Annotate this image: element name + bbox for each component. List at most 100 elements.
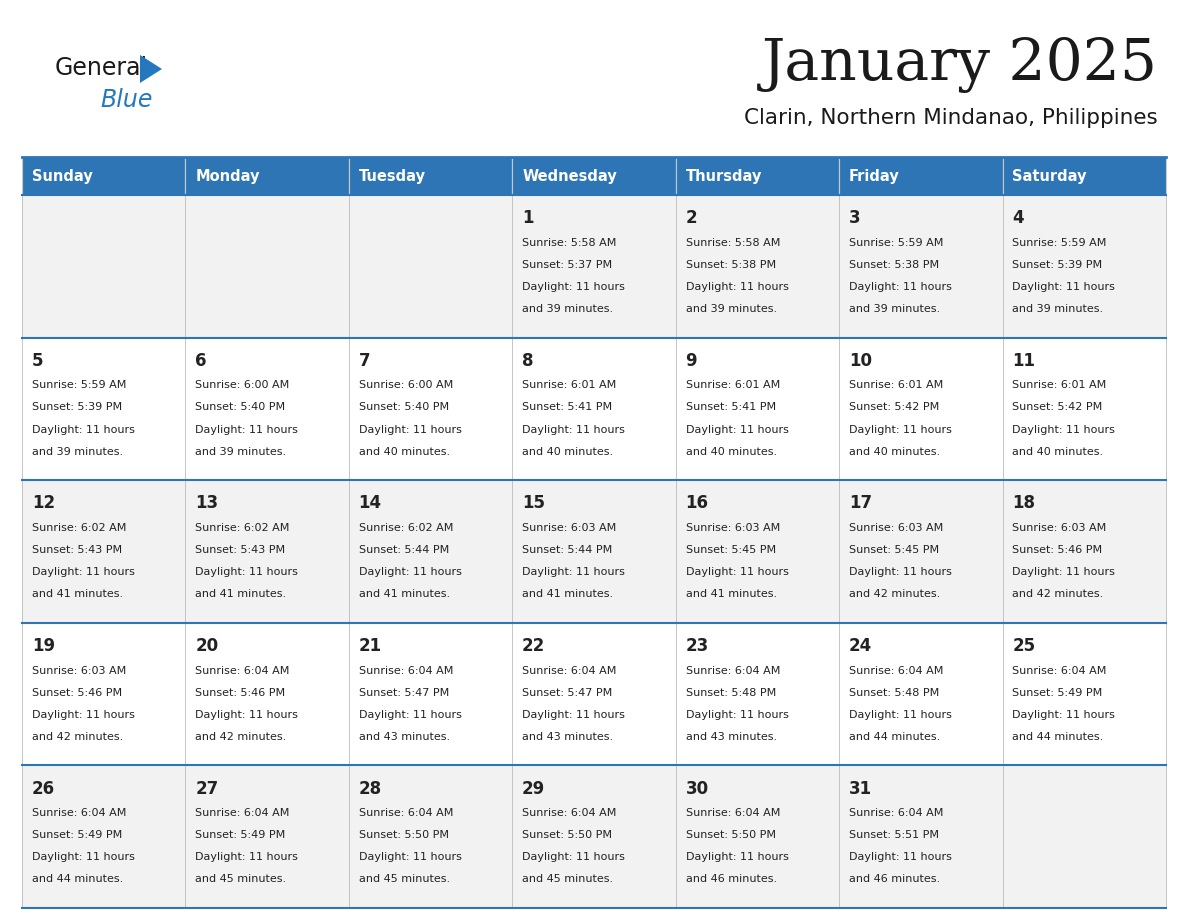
Text: and 46 minutes.: and 46 minutes. [849, 875, 940, 884]
Bar [1003, 480, 1165, 622]
Text: 24: 24 [849, 637, 872, 655]
Text: Sunrise: 6:04 AM: Sunrise: 6:04 AM [522, 808, 617, 818]
Text: Daylight: 11 hours: Daylight: 11 hours [522, 282, 625, 292]
Text: 29: 29 [522, 779, 545, 798]
Text: Daylight: 11 hours: Daylight: 11 hours [522, 425, 625, 434]
Text: Daylight: 11 hours: Daylight: 11 hours [685, 567, 789, 577]
Text: Daylight: 11 hours: Daylight: 11 hours [522, 567, 625, 577]
Text: 11: 11 [1012, 352, 1036, 370]
Text: 27: 27 [195, 779, 219, 798]
Text: Daylight: 11 hours: Daylight: 11 hours [849, 710, 952, 720]
Text: 14: 14 [359, 495, 381, 512]
Text: Daylight: 11 hours: Daylight: 11 hours [685, 282, 789, 292]
Text: Sunset: 5:37 PM: Sunset: 5:37 PM [522, 260, 612, 270]
Text: 10: 10 [849, 352, 872, 370]
Text: Daylight: 11 hours: Daylight: 11 hours [1012, 282, 1116, 292]
Text: 9: 9 [685, 352, 697, 370]
Text: Sunrise: 6:04 AM: Sunrise: 6:04 AM [522, 666, 617, 676]
Text: 4: 4 [1012, 209, 1024, 228]
Text: and 41 minutes.: and 41 minutes. [195, 589, 286, 599]
Text: Daylight: 11 hours: Daylight: 11 hours [359, 710, 461, 720]
Polygon shape [140, 55, 162, 83]
Text: Sunset: 5:44 PM: Sunset: 5:44 PM [522, 545, 612, 555]
Text: Sunrise: 6:00 AM: Sunrise: 6:00 AM [359, 380, 453, 390]
Text: and 39 minutes.: and 39 minutes. [32, 447, 122, 456]
Text: 28: 28 [359, 779, 381, 798]
Text: Sunset: 5:46 PM: Sunset: 5:46 PM [1012, 545, 1102, 555]
Text: Sunset: 5:50 PM: Sunset: 5:50 PM [359, 830, 449, 840]
Text: Blue: Blue [100, 88, 152, 112]
Bar [23, 766, 185, 908]
Bar [839, 766, 1003, 908]
Text: and 42 minutes.: and 42 minutes. [1012, 589, 1104, 599]
Text: Daylight: 11 hours: Daylight: 11 hours [195, 710, 298, 720]
Bar [839, 480, 1003, 622]
Bar [185, 766, 349, 908]
Text: and 44 minutes.: and 44 minutes. [849, 732, 940, 742]
Bar [839, 157, 1003, 195]
Bar [512, 338, 676, 480]
Text: 16: 16 [685, 495, 708, 512]
Bar [185, 157, 349, 195]
Text: Sunrise: 6:02 AM: Sunrise: 6:02 AM [359, 523, 453, 533]
Text: and 41 minutes.: and 41 minutes. [359, 589, 450, 599]
Text: Sunset: 5:46 PM: Sunset: 5:46 PM [32, 688, 122, 698]
Text: and 46 minutes.: and 46 minutes. [685, 875, 777, 884]
Text: Sunrise: 6:00 AM: Sunrise: 6:00 AM [195, 380, 290, 390]
Bar [676, 338, 839, 480]
Text: Sunrise: 6:04 AM: Sunrise: 6:04 AM [195, 808, 290, 818]
Text: Sunset: 5:47 PM: Sunset: 5:47 PM [359, 688, 449, 698]
Text: 21: 21 [359, 637, 381, 655]
Text: Sunset: 5:38 PM: Sunset: 5:38 PM [849, 260, 939, 270]
Text: 7: 7 [359, 352, 371, 370]
Text: Sunset: 5:39 PM: Sunset: 5:39 PM [32, 402, 122, 412]
Bar [1003, 766, 1165, 908]
Text: Sunset: 5:41 PM: Sunset: 5:41 PM [685, 402, 776, 412]
Text: Daylight: 11 hours: Daylight: 11 hours [32, 425, 134, 434]
Text: Sunset: 5:40 PM: Sunset: 5:40 PM [195, 402, 285, 412]
Text: and 41 minutes.: and 41 minutes. [522, 589, 613, 599]
Text: and 45 minutes.: and 45 minutes. [359, 875, 450, 884]
Text: Sunday: Sunday [32, 169, 93, 184]
Text: Sunrise: 6:04 AM: Sunrise: 6:04 AM [849, 808, 943, 818]
Text: 12: 12 [32, 495, 55, 512]
Text: and 40 minutes.: and 40 minutes. [849, 447, 940, 456]
Text: 22: 22 [522, 637, 545, 655]
Bar [512, 195, 676, 338]
Text: Sunrise: 6:02 AM: Sunrise: 6:02 AM [195, 523, 290, 533]
Text: 19: 19 [32, 637, 55, 655]
Text: Sunset: 5:44 PM: Sunset: 5:44 PM [359, 545, 449, 555]
Text: Monday: Monday [195, 169, 260, 184]
Text: Daylight: 11 hours: Daylight: 11 hours [32, 853, 134, 862]
Text: Daylight: 11 hours: Daylight: 11 hours [195, 425, 298, 434]
Text: Daylight: 11 hours: Daylight: 11 hours [195, 853, 298, 862]
Text: Tuesday: Tuesday [359, 169, 425, 184]
Bar [349, 195, 512, 338]
Text: 17: 17 [849, 495, 872, 512]
Text: Sunset: 5:46 PM: Sunset: 5:46 PM [195, 688, 285, 698]
Text: 15: 15 [522, 495, 545, 512]
Bar [349, 766, 512, 908]
Text: January 2025: January 2025 [762, 37, 1158, 93]
Text: Daylight: 11 hours: Daylight: 11 hours [359, 425, 461, 434]
Text: and 42 minutes.: and 42 minutes. [32, 732, 124, 742]
Bar [185, 622, 349, 766]
Text: Sunrise: 5:58 AM: Sunrise: 5:58 AM [522, 238, 617, 248]
Text: Sunrise: 6:03 AM: Sunrise: 6:03 AM [685, 523, 779, 533]
Text: Sunrise: 6:03 AM: Sunrise: 6:03 AM [522, 523, 617, 533]
Text: Daylight: 11 hours: Daylight: 11 hours [195, 567, 298, 577]
Text: Sunrise: 6:03 AM: Sunrise: 6:03 AM [32, 666, 126, 676]
Text: 5: 5 [32, 352, 43, 370]
Text: Daylight: 11 hours: Daylight: 11 hours [1012, 710, 1116, 720]
Bar [23, 480, 185, 622]
Bar [185, 338, 349, 480]
Text: Daylight: 11 hours: Daylight: 11 hours [685, 853, 789, 862]
Text: Sunrise: 6:04 AM: Sunrise: 6:04 AM [195, 666, 290, 676]
Text: 20: 20 [195, 637, 219, 655]
Text: and 44 minutes.: and 44 minutes. [1012, 732, 1104, 742]
Text: Sunset: 5:40 PM: Sunset: 5:40 PM [359, 402, 449, 412]
Bar [512, 480, 676, 622]
Text: Sunrise: 6:04 AM: Sunrise: 6:04 AM [849, 666, 943, 676]
Bar [349, 480, 512, 622]
Text: 8: 8 [522, 352, 533, 370]
